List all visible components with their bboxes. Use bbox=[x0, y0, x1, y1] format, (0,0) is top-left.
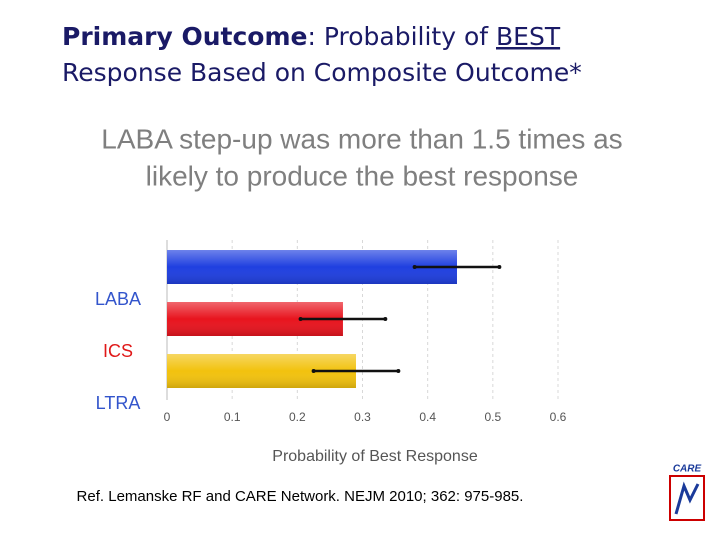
title-line-1: Primary Outcome: Probability of BEST bbox=[62, 22, 561, 51]
logo: CARE bbox=[669, 464, 705, 521]
error-cap bbox=[383, 317, 388, 321]
subtitle-line: LABA step-up was more than 1.5 times as bbox=[101, 123, 622, 154]
category-label: ICS bbox=[103, 341, 133, 361]
title-underlined: BEST bbox=[496, 22, 561, 51]
error-cap bbox=[412, 265, 417, 269]
error-cap bbox=[497, 265, 502, 269]
x-tick-label: 0.5 bbox=[484, 410, 501, 424]
title-text: : Probability of bbox=[307, 22, 496, 51]
category-label: LTRA bbox=[96, 393, 141, 413]
logo-text: CARE bbox=[673, 464, 702, 475]
x-tick-label: 0.4 bbox=[419, 410, 436, 424]
error-cap bbox=[396, 369, 401, 373]
category-label: LABA bbox=[95, 289, 141, 309]
bar-shine bbox=[167, 250, 457, 284]
logo-figure bbox=[674, 481, 700, 515]
x-tick-label: 0 bbox=[164, 410, 171, 424]
subtitle-line: likely to produce the best response bbox=[146, 160, 579, 191]
x-tick-label: 0.2 bbox=[289, 410, 306, 424]
error-cap bbox=[298, 317, 303, 321]
title-line-2: Response Based on Composite Outcome* bbox=[62, 58, 582, 87]
title-bold: Primary Outcome bbox=[62, 22, 307, 51]
x-tick-label: 0.6 bbox=[550, 410, 567, 424]
x-tick-label: 0.3 bbox=[354, 410, 371, 424]
x-tick-label: 0.1 bbox=[224, 410, 241, 424]
error-cap bbox=[311, 369, 316, 373]
x-axis-label: Probability of Best Response bbox=[272, 448, 478, 465]
footnote: Ref. Lemanske RF and CARE Network. NEJM … bbox=[77, 488, 524, 505]
